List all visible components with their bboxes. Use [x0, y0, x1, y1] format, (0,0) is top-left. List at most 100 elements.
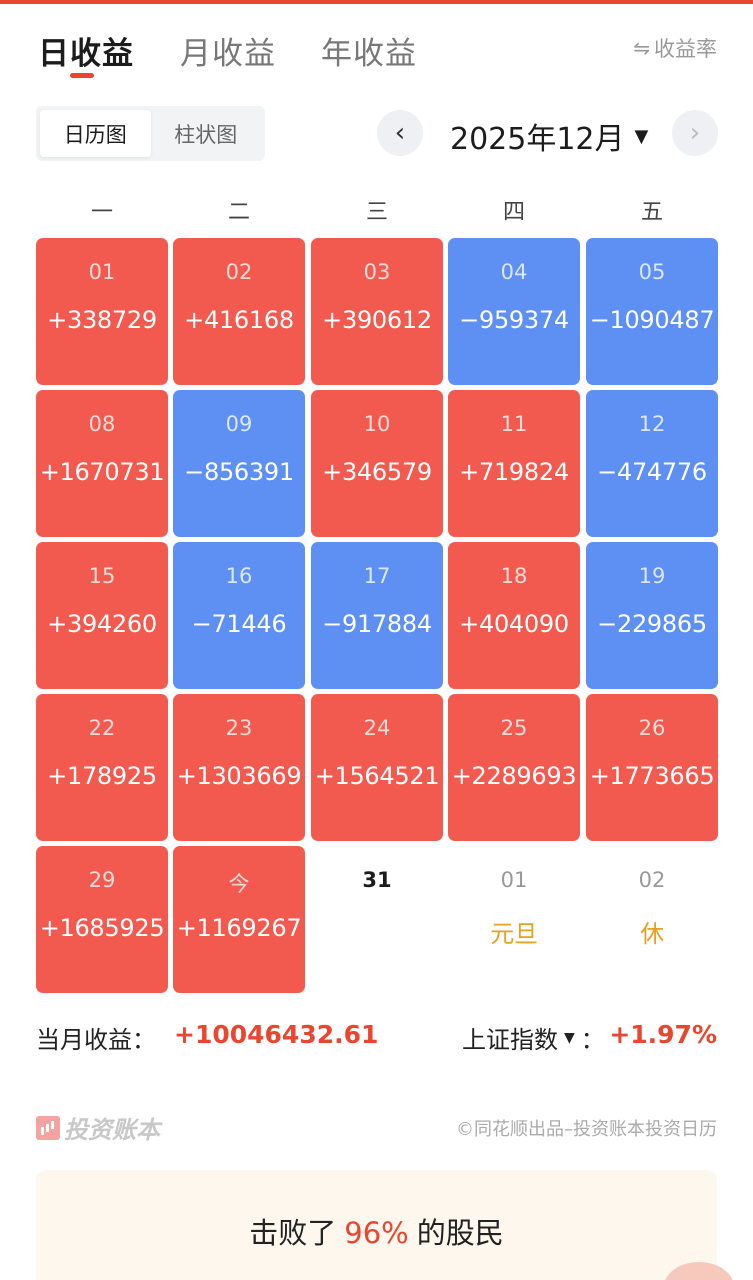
- day-number: 24: [363, 716, 391, 740]
- next-month-button[interactable]: ›: [672, 110, 718, 156]
- month-earnings-label: 当月收益：: [36, 1026, 156, 1054]
- calendar-day-cell[interactable]: 15 +394260: [36, 542, 168, 689]
- day-number: 22: [88, 716, 116, 740]
- day-number: 02: [638, 868, 666, 892]
- tab-yearly-earnings[interactable]: 年收益: [321, 36, 417, 72]
- day-profit: +1773665: [589, 762, 715, 790]
- calendar-day-cell[interactable]: 12 −474776: [586, 390, 718, 537]
- day-number: 02: [225, 260, 253, 284]
- index-selector[interactable]: 上证指数 ▼ ：: [462, 1020, 605, 1055]
- calendar-day-cell[interactable]: 10 +346579: [311, 390, 443, 537]
- day-number: 10: [363, 412, 391, 436]
- day-number: 29: [88, 868, 116, 892]
- day-profit: −1090487: [589, 306, 715, 334]
- calendar-day-cell[interactable]: 22 +178925: [36, 694, 168, 841]
- calendar-day-cell[interactable]: 01 元旦: [448, 846, 580, 993]
- day-profit: +1670731: [39, 458, 165, 486]
- bar-view-button[interactable]: 柱状图: [174, 122, 238, 147]
- day-profit: +1303669: [176, 762, 302, 790]
- day-profit: −474776: [597, 458, 707, 486]
- day-profit: −71446: [191, 610, 287, 638]
- current-month: 2025年12月: [450, 122, 625, 157]
- day-profit: +338729: [47, 306, 157, 334]
- credit-text: ©同花顺出品–投资账本投资日历: [456, 1119, 717, 1140]
- calendar-day-cell[interactable]: 18 +404090: [448, 542, 580, 689]
- beat-percent: 96%: [344, 1216, 409, 1250]
- day-number: 05: [638, 260, 666, 284]
- beat-text: 击败了 96% 的股民: [36, 1210, 717, 1252]
- calendar-day-cell[interactable]: 11 +719824: [448, 390, 580, 537]
- calendar-view-button[interactable]: 日历图: [40, 110, 151, 157]
- index-name: 上证指数: [462, 1026, 558, 1054]
- calendar-day-cell[interactable]: 09 −856391: [173, 390, 305, 537]
- calendar-day-cell[interactable]: 03 +390612: [311, 238, 443, 385]
- day-number: 17: [363, 564, 391, 588]
- index-colon: ：: [580, 1026, 605, 1054]
- weekday-wed: 三: [365, 200, 388, 225]
- prev-month-button[interactable]: ‹: [377, 110, 423, 156]
- holiday-label: 元旦: [490, 920, 538, 948]
- weekday-tue: 二: [227, 200, 250, 225]
- day-number: 16: [225, 564, 253, 588]
- beat-prefix: 击败了: [249, 1216, 337, 1250]
- calendar-day-cell[interactable]: 25 +2289693: [448, 694, 580, 841]
- day-number: 23: [225, 716, 253, 740]
- day-number: 31: [362, 868, 392, 892]
- day-number: 08: [88, 412, 116, 436]
- index-change-value: +1.97%: [609, 1020, 717, 1049]
- day-number: 04: [500, 260, 528, 284]
- calendar-day-cell[interactable]: 24 +1564521: [311, 694, 443, 841]
- calendar-day-cell[interactable]: 16 −71446: [173, 542, 305, 689]
- calendar-day-cell[interactable]: 29 +1685925: [36, 846, 168, 993]
- month-picker[interactable]: 2025年12月 ▼: [450, 114, 648, 158]
- day-profit: −959374: [459, 306, 569, 334]
- return-rate-toggle[interactable]: ⇋ 收益率: [633, 33, 717, 63]
- day-profit: +2289693: [451, 762, 577, 790]
- brand-name: 投资账本: [64, 1116, 160, 1144]
- weekday-thu: 四: [502, 200, 525, 225]
- holiday-label: 休: [640, 920, 664, 948]
- brand-logo: 投资账本: [36, 1110, 160, 1145]
- calendar-day-cell[interactable]: 17 −917884: [311, 542, 443, 689]
- day-number: 09: [225, 412, 253, 436]
- calendar-day-cell[interactable]: 01 +338729: [36, 238, 168, 385]
- day-number: 15: [88, 564, 116, 588]
- day-profit: +1169267: [176, 914, 302, 942]
- calendar-day-cell[interactable]: 05 −1090487: [586, 238, 718, 385]
- active-tab-indicator: [70, 73, 94, 78]
- calendar-day-cell[interactable]: 23 +1303669: [173, 694, 305, 841]
- day-number: 26: [638, 716, 666, 740]
- top-accent-bar: [0, 0, 753, 4]
- calendar-day-cell[interactable]: 31: [311, 846, 443, 993]
- day-profit: +394260: [47, 610, 157, 638]
- tab-daily-earnings[interactable]: 日收益: [38, 36, 134, 72]
- tab-monthly-earnings[interactable]: 月收益: [180, 36, 276, 72]
- calendar-day-cell[interactable]: 19 −229865: [586, 542, 718, 689]
- calendar-day-cell[interactable]: 今 +1169267: [173, 846, 305, 993]
- day-profit: +390612: [322, 306, 432, 334]
- day-profit: +1564521: [314, 762, 440, 790]
- calendar-day-cell[interactable]: 04 −959374: [448, 238, 580, 385]
- calendar-day-cell[interactable]: 02 +416168: [173, 238, 305, 385]
- day-profit: +346579: [322, 458, 432, 486]
- day-profit: −856391: [184, 458, 294, 486]
- chevron-left-icon: ‹: [394, 118, 406, 148]
- day-number: 03: [363, 260, 391, 284]
- day-profit: +404090: [459, 610, 569, 638]
- day-number: 19: [638, 564, 666, 588]
- day-number: 18: [500, 564, 528, 588]
- calendar-day-cell[interactable]: 26 +1773665: [586, 694, 718, 841]
- caret-down-icon: ▼: [634, 125, 649, 147]
- view-switch: 日历图 柱状图: [36, 106, 265, 161]
- weekday-fri: 五: [640, 200, 663, 225]
- swap-icon: ⇋: [633, 36, 650, 60]
- calendar-day-cell[interactable]: 08 +1670731: [36, 390, 168, 537]
- calendar-day-cell[interactable]: 02 休: [586, 846, 718, 993]
- day-number: 25: [500, 716, 528, 740]
- decorative-badge: [664, 1262, 734, 1280]
- weekday-mon: 一: [90, 200, 113, 225]
- section-divider: [0, 1078, 753, 1094]
- day-profit: +1685925: [39, 914, 165, 942]
- day-profit: −917884: [322, 610, 432, 638]
- chevron-right-icon: ›: [689, 118, 701, 148]
